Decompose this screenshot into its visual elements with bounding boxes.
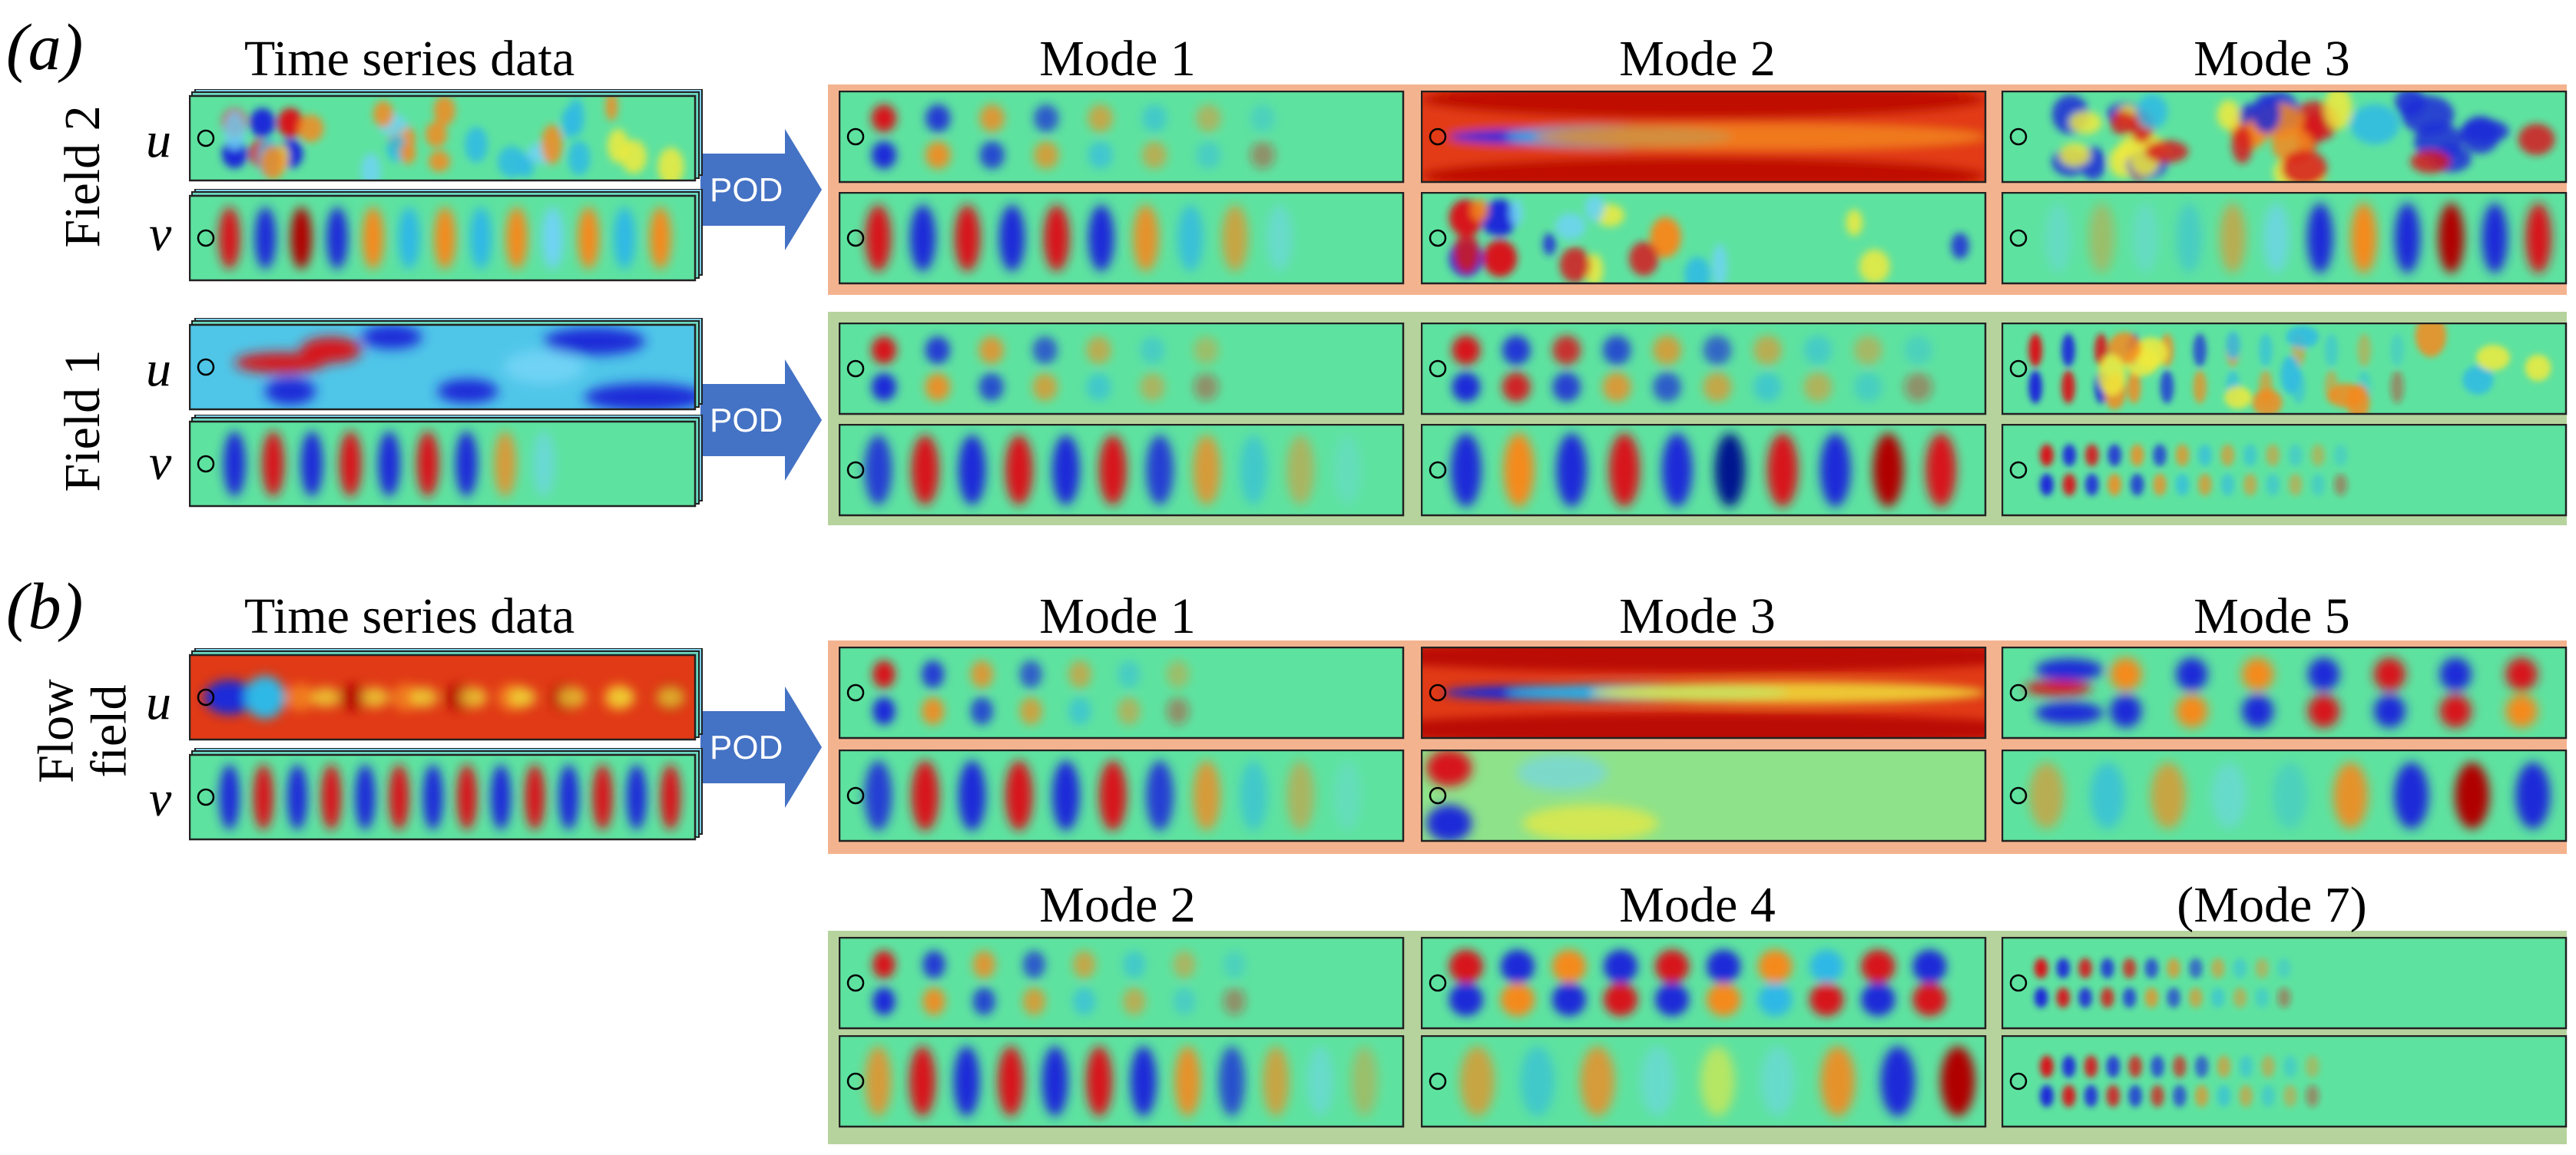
row-label-field: field: [81, 684, 137, 778]
mode-b-top-m5-v: [2002, 750, 2568, 842]
mode-b-top-m3-v: [1421, 750, 1987, 842]
mode-title-b-top-3: Mode 5: [2194, 588, 2350, 644]
mode-title-b-top-1: Mode 1: [1039, 588, 1196, 644]
mode-title-b-bottom-2: Mode 4: [1619, 877, 1776, 933]
pod-label-b: POD: [710, 729, 783, 766]
mode-a-f1-m3-v: [2002, 424, 2568, 517]
mode-b-top-m3-u: [1421, 647, 1987, 740]
mode-b-bottom-m4-u: [1421, 937, 1987, 1030]
timeseries-flow-v: [189, 748, 703, 841]
pod-arrow-b: POD: [700, 687, 822, 808]
row-label-flow-field: Flow field: [28, 679, 137, 783]
mode-title-a-3: Mode 3: [2194, 31, 2350, 87]
timeseries-field2-v: [189, 189, 703, 282]
time-series-title-b: Time series data: [244, 588, 575, 644]
mode-title-b-top-2: Mode 3: [1619, 588, 1776, 644]
mode-a-f2-m2-u: [1421, 91, 1987, 184]
mode-a-f1-m1-u: [839, 323, 1405, 415]
time-series-title-a: Time series data: [244, 31, 575, 87]
pod-label-a1: POD: [710, 171, 783, 209]
v-label-a1: v: [149, 206, 172, 262]
mode-a-f2-m1-u: [839, 91, 1405, 184]
mode-b-bottom-m2-v: [839, 1035, 1405, 1128]
pod-arrow-a1: POD: [700, 129, 822, 250]
v-label-a2: v: [149, 435, 172, 491]
mode-a-f2-m2-v: [1421, 192, 1987, 285]
mode-b-bottom-m7-v: [2002, 1035, 2568, 1128]
u-label-a1: u: [146, 112, 171, 168]
timeseries-field1-u: [189, 318, 703, 411]
row-label-flow: Flow: [28, 679, 84, 783]
mode-title-a-1: Mode 1: [1039, 31, 1196, 87]
mode-a-f2-m3-u: [2002, 91, 2568, 184]
mode-b-bottom-m4-v: [1421, 1035, 1987, 1128]
mode-b-top-m1-u: [839, 647, 1405, 740]
row-label-field1: Field 1: [55, 349, 111, 492]
mode-a-f1-m1-v: [839, 424, 1405, 517]
mode-b-top-m1-v: [839, 750, 1405, 842]
timeseries-flow-u: [189, 648, 703, 741]
panel-b-label: (b): [6, 569, 84, 643]
mode-a-f1-m2-v: [1421, 424, 1987, 517]
mode-a-f2-m3-v: [2002, 192, 2568, 285]
pod-label-a2: POD: [710, 402, 783, 439]
mode-title-b-bottom-3: (Mode 7): [2177, 877, 2367, 933]
row-label-field2: Field 2: [55, 105, 111, 248]
mode-a-f2-m1-v: [839, 192, 1405, 285]
panel-a-label: (a): [6, 10, 84, 84]
u-label-b: u: [146, 674, 171, 730]
mode-b-bottom-m2-u: [839, 937, 1405, 1030]
v-label-b: v: [149, 771, 172, 827]
mode-a-f1-m2-u: [1421, 323, 1987, 415]
mode-b-top-m5-u: [2002, 647, 2568, 740]
mode-a-f1-m3-u: [2002, 323, 2568, 415]
timeseries-field2-u: [189, 89, 703, 182]
mode-b-bottom-m7-u: [2002, 937, 2568, 1030]
u-label-a2: u: [146, 341, 171, 397]
mode-title-b-bottom-1: Mode 2: [1039, 877, 1196, 933]
mode-title-a-2: Mode 2: [1619, 31, 1776, 87]
timeseries-field1-v: [189, 415, 703, 508]
pod-arrow-a2: POD: [700, 359, 822, 481]
